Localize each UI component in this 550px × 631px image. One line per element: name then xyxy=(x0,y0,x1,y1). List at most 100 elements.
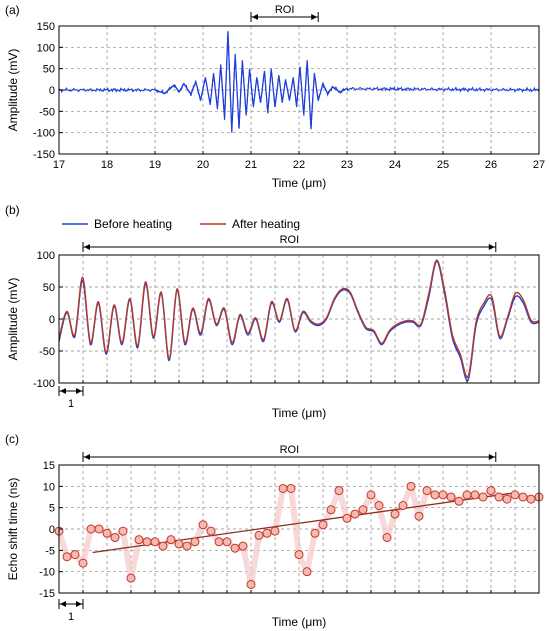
data-point xyxy=(206,526,216,536)
data-point xyxy=(310,528,320,538)
data-point xyxy=(334,486,344,496)
x-tick-label: 26 xyxy=(485,159,497,171)
roi-c-right-arrow xyxy=(488,454,495,460)
data-point xyxy=(478,492,488,502)
panel-b: (b) Before heating After heating 100 50 0 -… xyxy=(5,203,540,420)
data-point xyxy=(430,490,440,500)
panel-b-xlabel: Time (μm) xyxy=(272,406,326,420)
panel-c-scale-bar: 1 xyxy=(58,599,84,623)
data-point xyxy=(126,573,136,583)
y-tick-label: 150 xyxy=(37,21,55,33)
y-tick-label: 0 xyxy=(49,314,55,326)
x-tick-label: 23 xyxy=(341,159,353,171)
data-point xyxy=(486,486,496,496)
data-point xyxy=(62,552,72,562)
x-tick-label: 20 xyxy=(197,159,209,171)
y-tick-label: -5 xyxy=(45,545,55,557)
data-point xyxy=(422,486,432,496)
panel-c-ylabel: Echo shift time (ns) xyxy=(6,478,20,581)
data-point xyxy=(446,492,456,502)
data-point xyxy=(406,481,416,491)
data-point xyxy=(494,492,504,502)
data-point xyxy=(438,490,448,500)
x-tick-label: 22 xyxy=(293,159,305,171)
after-heating-line xyxy=(58,259,540,379)
panel-a-series xyxy=(58,31,540,133)
panel-b-ticks: 100 50 0 -50 -100 xyxy=(33,250,540,390)
data-point xyxy=(166,535,176,545)
data-point xyxy=(94,524,104,534)
data-point xyxy=(374,501,384,511)
y-tick-label: -100 xyxy=(33,128,55,140)
panel-b-legend: Before heating After heating xyxy=(62,217,300,231)
data-point xyxy=(414,511,424,521)
panel-a: (a) 17 18 19 20 21 22 23 24 25 26 27 150 100 50 0 -50 -1… xyxy=(5,3,545,190)
waveform-burst xyxy=(154,31,348,133)
data-point xyxy=(214,537,224,547)
legend-after-label: After heating xyxy=(232,217,300,231)
data-point xyxy=(86,524,96,534)
data-point xyxy=(318,520,328,530)
data-point xyxy=(246,579,256,589)
data-point xyxy=(278,483,288,493)
panel-c-ticks: 15 10 5 0 -5 -10 -15 xyxy=(39,460,540,600)
roi-b-left-arrow xyxy=(84,244,90,250)
y-tick-label: 10 xyxy=(43,481,55,493)
scale-b-left-arrow xyxy=(60,388,66,394)
roi-b-right-arrow xyxy=(488,244,495,250)
roi-a-right-arrow xyxy=(311,14,318,20)
data-point xyxy=(102,528,112,538)
data-point xyxy=(502,494,512,504)
x-tick-label: 27 xyxy=(533,159,545,171)
y-tick-label: 0 xyxy=(49,85,55,97)
scale-c-label: 1 xyxy=(68,611,74,623)
data-point xyxy=(342,513,352,523)
data-point xyxy=(390,509,400,519)
y-tick-label: 50 xyxy=(43,282,55,294)
data-point xyxy=(526,494,536,504)
data-point xyxy=(462,490,472,500)
y-tick-label: -15 xyxy=(39,588,55,600)
panel-c-label: (c) xyxy=(5,432,19,446)
data-point xyxy=(182,541,192,551)
data-point xyxy=(382,533,392,543)
x-tick-label: 19 xyxy=(149,159,161,171)
panel-c-xlabel: Time (μm) xyxy=(272,615,326,629)
y-tick-label: 0 xyxy=(49,524,55,536)
data-point xyxy=(118,526,128,536)
data-point xyxy=(366,490,376,500)
data-point xyxy=(158,541,168,551)
panel-a-ylabel: Amplitude (mV) xyxy=(6,49,20,132)
data-point xyxy=(326,505,336,515)
data-point xyxy=(286,483,296,493)
roi-b-label: ROI xyxy=(280,234,300,246)
x-tick-label: 21 xyxy=(245,159,257,171)
data-point xyxy=(150,537,160,547)
data-point xyxy=(78,558,88,568)
data-point xyxy=(110,533,120,543)
x-tick-label: 18 xyxy=(101,159,113,171)
data-point xyxy=(294,550,304,560)
data-point xyxy=(398,501,408,511)
roi-a-left-arrow xyxy=(252,14,258,20)
panel-a-label: (a) xyxy=(5,3,20,17)
roi-a-label: ROI xyxy=(275,4,295,16)
data-point xyxy=(454,496,464,506)
roi-c-label: ROI xyxy=(280,444,300,456)
data-point xyxy=(270,526,280,536)
panel-a-xlabel: Time (μm) xyxy=(272,176,326,190)
panel-b-roi: ROI xyxy=(82,234,497,252)
data-point xyxy=(222,537,232,547)
panel-b-ylabel: Amplitude (mV) xyxy=(6,278,20,361)
data-point xyxy=(198,520,208,530)
data-point xyxy=(142,537,152,547)
legend-before-label: Before heating xyxy=(94,217,172,231)
x-tick-label: 24 xyxy=(389,159,401,171)
y-tick-label: -100 xyxy=(33,378,55,390)
panel-b-label: (b) xyxy=(5,203,20,217)
data-point xyxy=(238,541,248,551)
scale-c-left-arrow xyxy=(60,601,66,607)
data-point xyxy=(302,567,312,577)
data-point xyxy=(254,530,264,540)
